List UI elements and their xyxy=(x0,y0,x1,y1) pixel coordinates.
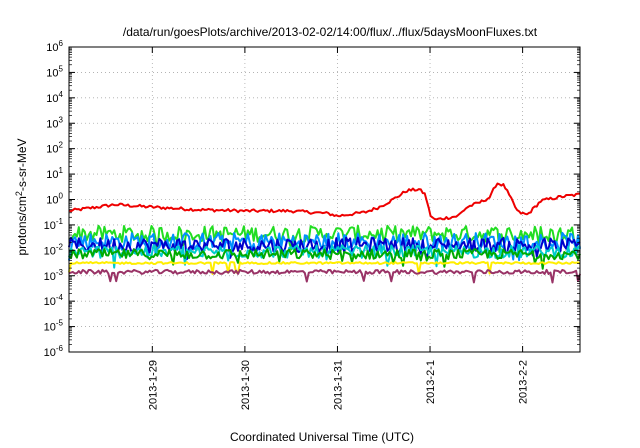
chart-title: /data/run/goesPlots/archive/2013-02-02/1… xyxy=(123,25,538,39)
y-tick-label: 10-5 xyxy=(44,319,64,334)
series-line xyxy=(68,248,581,270)
x-tick-label: 2013-1-31 xyxy=(332,360,344,410)
y-tick-label: 10-2 xyxy=(44,242,64,257)
series-line xyxy=(68,268,581,284)
y-tick-label: 103 xyxy=(46,115,63,130)
y-tick-label: 100 xyxy=(46,192,63,207)
y-tick-label: 10-3 xyxy=(44,268,64,283)
grid xyxy=(69,47,580,352)
y-tick-label: 104 xyxy=(46,90,63,105)
axes: 10-6 10-5 10-4 10-3 10-2 10-1 100 101 102 103 104 1… xyxy=(44,39,580,410)
x-tick-label: 2013-2-2 xyxy=(518,360,530,404)
y-tick-label: 101 xyxy=(46,166,63,181)
y-tick-label: 106 xyxy=(46,39,63,54)
y-tick-label: 105 xyxy=(46,64,63,79)
y-axis-label: protons/cm2-s-sr-MeV xyxy=(14,138,29,255)
x-axis-label: Coordinated Universal Time (UTC) xyxy=(230,430,414,444)
series-lines xyxy=(68,182,581,284)
x-tick-label: 2013-2-1 xyxy=(425,360,437,404)
x-tick-label: 2013-1-29 xyxy=(147,360,159,410)
y-tick-label: 10-4 xyxy=(44,293,64,308)
series-line xyxy=(68,261,581,275)
y-tick-label: 10-1 xyxy=(44,217,64,232)
y-tick-label: 10-6 xyxy=(44,344,64,359)
series-line xyxy=(68,182,581,221)
x-tick-label: 2013-1-30 xyxy=(240,360,252,410)
y-tick-label: 102 xyxy=(46,141,63,156)
series-line xyxy=(68,231,581,262)
